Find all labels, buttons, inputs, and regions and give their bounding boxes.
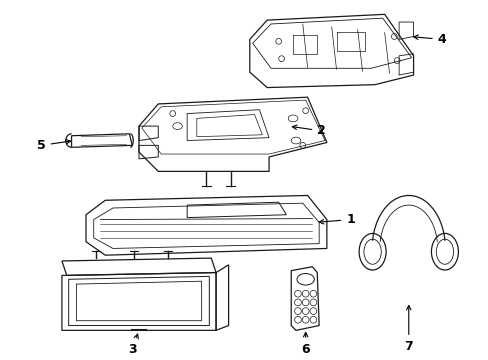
Text: 3: 3	[128, 334, 138, 356]
Text: 2: 2	[292, 125, 325, 138]
Text: 4: 4	[413, 33, 446, 46]
Text: 5: 5	[37, 139, 70, 152]
Text: 6: 6	[301, 332, 309, 356]
Text: 1: 1	[319, 213, 354, 226]
Text: 7: 7	[404, 305, 412, 353]
